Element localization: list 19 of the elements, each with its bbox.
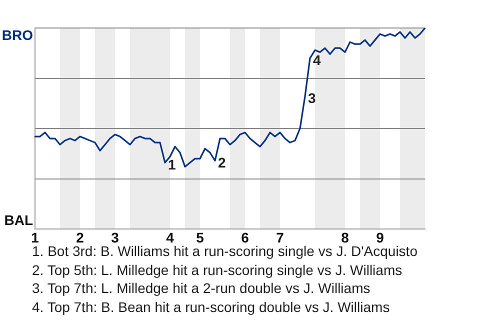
annotation: 3 (308, 90, 316, 106)
text: BAL (4, 212, 34, 228)
annotation: 1 (168, 156, 176, 173)
text: 3. Top 7th: L. Milledge hit a 2-run double vs J. Williams (32, 279, 372, 298)
x-tick-label: 3 (111, 229, 120, 246)
x-tick-label: 5 (196, 229, 204, 246)
text: 2. Top 5th: L. Milledge hit a run-scoring single vs J. Williams (32, 260, 404, 279)
x-tick-label: 7 (276, 229, 284, 246)
x-tick-label: 6 (241, 229, 250, 246)
text: 4. Top 7th: B. Bean hit a run-scoring double vs J. Williams (32, 298, 391, 316)
annotation: 4 (313, 52, 321, 68)
x-tick-label: 9 (376, 229, 384, 246)
x-tick-label: 1 (31, 229, 40, 246)
x-tick-label: 2 (76, 229, 84, 246)
text: 1. Bot 3rd: B. Williams hit a run-scoring single vs J. D'Acquisto (32, 243, 418, 260)
text: BRO (2, 26, 34, 43)
x-tick-label: 8 (341, 229, 350, 246)
annotation: 2 (218, 154, 226, 171)
x-tick-label: 4 (166, 229, 174, 246)
